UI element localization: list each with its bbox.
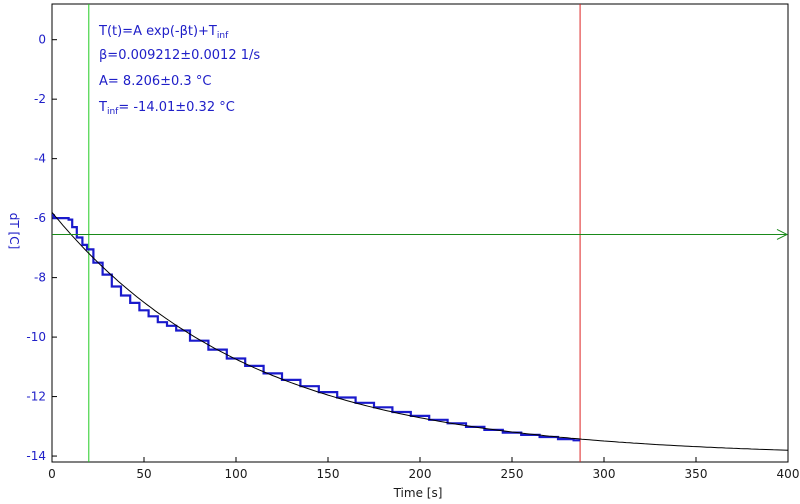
x-tick-label: 250 — [501, 467, 524, 481]
tinf-subscript: inf — [107, 107, 119, 117]
tinf-label: T — [98, 100, 107, 115]
y-tick-label: 0 — [38, 33, 46, 47]
x-tick-label: 0 — [48, 467, 56, 481]
x-axis-label: Time [s] — [393, 486, 443, 500]
y-tick-label: -4 — [34, 152, 46, 166]
x-axis-ticks: 0 50 100 150 200 250 300 350 400 — [48, 457, 799, 481]
y-tick-label: -14 — [26, 449, 46, 463]
y-axis-ticks: 0 -2 -4 -6 -8 -10 -12 -14 — [26, 33, 57, 463]
x-tick-label: 400 — [777, 467, 800, 481]
x-tick-label: 100 — [225, 467, 248, 481]
amplitude-annotation: A= 8.206±0.3 °C — [99, 74, 211, 89]
beta-annotation: β=0.009212±0.0012 1/s — [99, 48, 260, 63]
x-tick-label: 300 — [593, 467, 616, 481]
y-tick-label: -2 — [34, 92, 46, 106]
tinf-annotation: Tinf= -14.01±0.32 °C — [98, 100, 235, 117]
formula-annotation: T(t)=A exp(-βt)+Tinf — [98, 24, 229, 41]
plot-frame — [51, 3, 789, 463]
fit-curve — [51, 211, 789, 451]
formula-subscript: inf — [217, 31, 229, 41]
y-tick-label: -12 — [26, 390, 46, 404]
formula-main: T(t)=A exp(-βt)+T — [98, 24, 217, 39]
y-tick-label: -10 — [26, 330, 46, 344]
x-tick-label: 50 — [136, 467, 151, 481]
x-tick-label: 200 — [409, 467, 432, 481]
tinf-value: = -14.01±0.32 °C — [118, 100, 234, 115]
arrow-head-icon — [776, 229, 789, 240]
y-tick-label: -8 — [34, 271, 46, 285]
y-axis-label: dT [C] — [7, 213, 21, 250]
x-tick-label: 350 — [685, 467, 708, 481]
y-tick-label: -6 — [34, 211, 46, 225]
x-tick-label: 150 — [317, 467, 340, 481]
